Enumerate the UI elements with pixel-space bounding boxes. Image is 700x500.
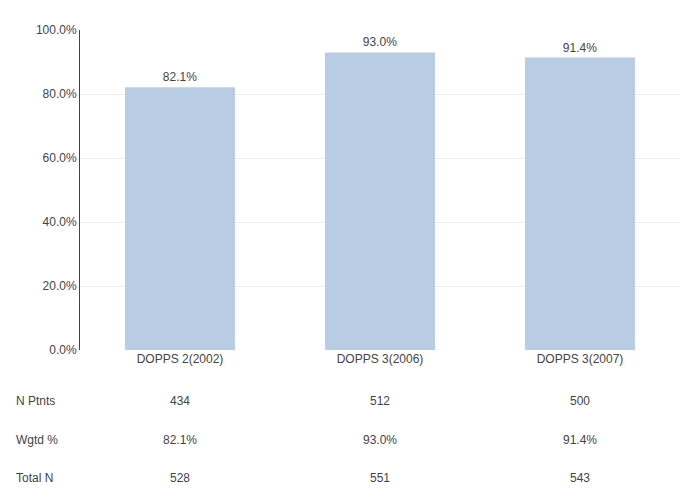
svg-text:DOPPS 3(2007): DOPPS 3(2007) (537, 352, 624, 366)
svg-text:93.0%: 93.0% (363, 433, 397, 447)
svg-text:434: 434 (170, 394, 190, 408)
svg-text:DOPPS 2(2002): DOPPS 2(2002) (137, 352, 224, 366)
svg-text:80.0%: 80.0% (43, 87, 77, 101)
svg-text:82.1%: 82.1% (163, 70, 197, 84)
svg-text:Wgtd %: Wgtd % (16, 433, 58, 447)
svg-text:93.0%: 93.0% (363, 35, 397, 49)
svg-text:20.0%: 20.0% (43, 279, 77, 293)
svg-text:500: 500 (570, 394, 590, 408)
svg-text:91.4%: 91.4% (563, 41, 597, 55)
svg-text:91.4%: 91.4% (563, 433, 597, 447)
svg-text:DOPPS 3(2006): DOPPS 3(2006) (337, 352, 424, 366)
svg-text:60.0%: 60.0% (43, 151, 77, 165)
svg-text:512: 512 (370, 394, 390, 408)
svg-text:40.0%: 40.0% (43, 215, 77, 229)
svg-text:Total N: Total N (16, 471, 53, 485)
svg-text:543: 543 (570, 471, 590, 485)
svg-text:551: 551 (370, 471, 390, 485)
svg-text:82.1%: 82.1% (163, 433, 197, 447)
svg-text:100.0%: 100.0% (36, 23, 77, 37)
svg-text:N Ptnts: N Ptnts (16, 394, 55, 408)
svg-text:0.0%: 0.0% (49, 343, 77, 357)
svg-text:528: 528 (170, 471, 190, 485)
